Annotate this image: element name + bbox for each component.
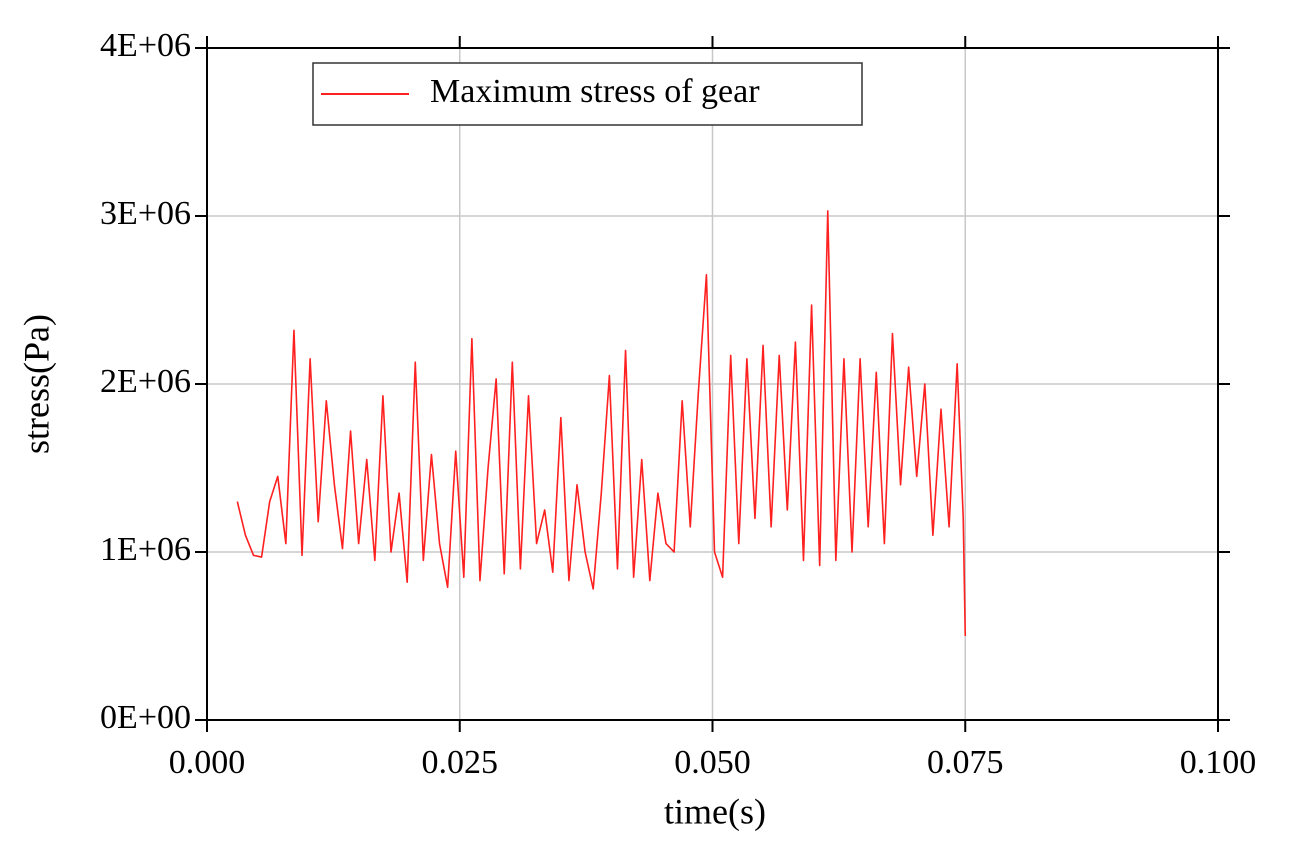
y-tick-label: 4E+06	[100, 27, 191, 64]
x-tick-label: 0.000	[169, 744, 246, 781]
data-line	[236, 210, 967, 637]
plot-frame	[206, 47, 1219, 721]
y-tick-label: 2E+06	[100, 363, 191, 400]
legend-label: Maximum stress of gear	[430, 73, 760, 110]
x-tick-label: 0.075	[927, 744, 1004, 781]
y-tick-label: 3E+06	[100, 195, 191, 232]
y-axis-label: stress(Pa)	[16, 314, 56, 454]
y-tick-label: 1E+06	[100, 531, 191, 568]
x-tick-label: 0.050	[674, 744, 751, 781]
x-tick-label: 0.100	[1180, 744, 1257, 781]
x-tick-label: 0.025	[422, 744, 499, 781]
y-tick-label: 0E+00	[100, 699, 191, 736]
x-axis-label: time(s)	[664, 791, 766, 831]
